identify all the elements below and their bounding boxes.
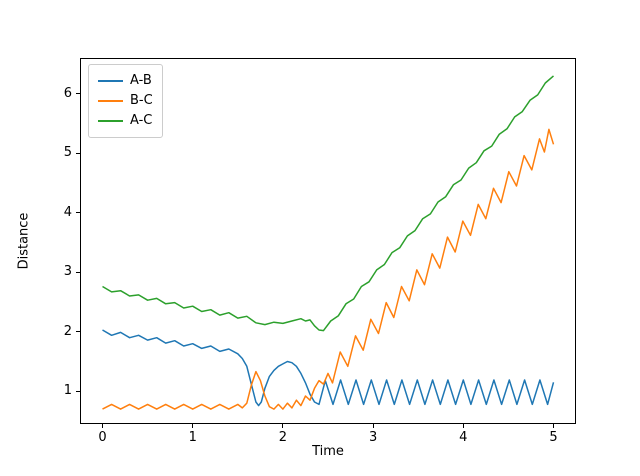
legend-line-sample-a-c	[98, 120, 123, 122]
x-tick-mark	[372, 424, 374, 428]
x-tick-label: 3	[368, 430, 378, 445]
x-tick-label: 4	[459, 430, 468, 445]
y-tick-label: 6	[63, 85, 72, 101]
plot-area	[102, 75, 555, 410]
y-tick-label: 3	[63, 264, 72, 280]
legend-item-a-c: A-C	[98, 111, 153, 131]
y-tick-label: 1	[63, 383, 72, 399]
x-tick-label: 5	[549, 430, 558, 445]
series-line-a-b	[102, 329, 555, 407]
legend-label: A-C	[130, 113, 153, 128]
y-tick-mark	[76, 331, 80, 333]
x-tick-label: 1	[188, 430, 197, 445]
series-line-a-c	[102, 75, 554, 332]
legend-line-sample-b-c	[98, 100, 123, 102]
legend-label: A-B	[130, 73, 152, 88]
legend-item-a-b: A-B	[98, 71, 153, 91]
y-axis-label: Distance	[16, 212, 32, 270]
y-tick-label: 5	[63, 145, 72, 161]
legend-item-b-c: B-C	[98, 91, 153, 111]
x-tick-mark	[282, 424, 284, 428]
y-tick-mark	[76, 93, 80, 95]
x-tick-mark	[192, 424, 194, 428]
y-tick-label: 2	[63, 323, 72, 339]
y-tick-mark	[76, 390, 80, 392]
y-tick-mark	[76, 212, 80, 214]
x-tick-mark	[462, 424, 464, 428]
legend-line-sample-a-b	[98, 80, 123, 82]
y-tick-mark	[76, 271, 80, 273]
x-tick-label: 2	[278, 430, 288, 445]
x-tick-mark	[102, 424, 104, 428]
x-tick-label: 0	[98, 430, 107, 445]
series-line-b-c	[102, 128, 555, 410]
legend: A-B B-C A-C	[88, 64, 163, 138]
y-tick-mark	[76, 152, 80, 154]
y-tick-label: 4	[63, 204, 72, 220]
legend-label: B-C	[130, 93, 153, 108]
x-axis-label: Time	[312, 444, 344, 459]
x-tick-mark	[552, 424, 554, 428]
